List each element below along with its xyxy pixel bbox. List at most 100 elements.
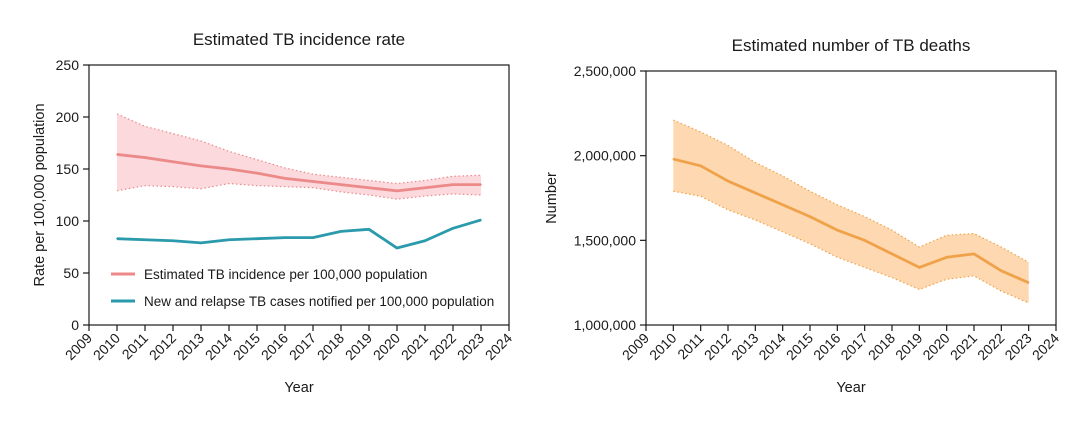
x-tick-label: 2023 — [1001, 330, 1034, 363]
data-point — [452, 227, 454, 230]
data-point — [284, 177, 286, 180]
x-tick-label: 2018 — [865, 330, 898, 363]
uncertainty-band — [673, 120, 1029, 303]
data-point — [228, 168, 230, 170]
data-point — [396, 247, 398, 249]
data-point — [368, 228, 370, 231]
x-tick-label: 2023 — [454, 330, 487, 363]
data-point — [116, 153, 118, 156]
upper-bound-line — [116, 113, 482, 185]
plot-frame — [88, 64, 510, 326]
chart-title: Estimated TB incidence rate — [193, 30, 405, 49]
x-tick-label: 2012 — [701, 330, 734, 363]
data-point — [480, 219, 482, 221]
data-point — [172, 239, 174, 242]
data-point — [144, 238, 146, 241]
y-tick-label: 100 — [56, 213, 80, 229]
x-tick-label: 2009 — [619, 330, 652, 363]
data-point — [368, 186, 370, 189]
data-point — [452, 183, 454, 186]
data-point — [973, 253, 975, 255]
data-point — [256, 237, 258, 240]
data-point — [424, 239, 426, 242]
data-point — [228, 238, 230, 241]
y-tick-label: 1,000,000 — [574, 317, 636, 333]
data-point — [256, 172, 258, 174]
data-point — [144, 156, 146, 159]
data-point — [200, 165, 202, 167]
data-point — [727, 180, 729, 182]
y-axis-label: Number — [544, 172, 560, 224]
x-tick-label: 2014 — [202, 330, 235, 363]
series-line — [116, 153, 481, 193]
x-tick-label: 2016 — [810, 330, 843, 363]
data-point — [1027, 281, 1030, 284]
x-tick-label: 2013 — [728, 330, 761, 363]
data-point — [480, 183, 482, 186]
data-point — [340, 183, 342, 186]
data-point — [172, 160, 174, 163]
data-point — [918, 266, 921, 269]
y-tick-label: 150 — [56, 161, 80, 177]
x-tick-label: 2011 — [119, 330, 152, 363]
y-tick-label: 200 — [56, 109, 80, 125]
chart-title: Estimated number of TB deaths — [732, 36, 971, 55]
legend-label: New and relapse TB cases notified per 10… — [144, 294, 494, 309]
x-axis-label: Year — [284, 380, 313, 396]
data-point — [836, 229, 839, 231]
data-point — [424, 186, 426, 189]
y-tick-label: 1,500,000 — [574, 232, 636, 248]
x-tick-label: 2020 — [370, 330, 403, 363]
data-point — [672, 158, 675, 160]
x-tick-label: 2022 — [974, 330, 1007, 363]
x-tick-label: 2021 — [947, 330, 980, 363]
x-tick-label: 2010 — [646, 330, 679, 363]
x-tick-label: 2019 — [892, 330, 925, 363]
y-tick-label: 0 — [71, 317, 79, 333]
x-tick-label: 2020 — [919, 330, 952, 363]
legend-label: Estimated TB incidence per 100,000 popul… — [144, 267, 427, 282]
x-tick-label: 2015 — [230, 330, 263, 363]
data-point — [1000, 270, 1003, 272]
data-point — [312, 236, 314, 239]
x-tick-label: 2017 — [837, 330, 870, 363]
data-point — [699, 165, 702, 167]
x-tick-label: 2012 — [146, 330, 179, 363]
x-tick-label: 2009 — [62, 330, 95, 363]
y-tick-label: 250 — [56, 57, 80, 73]
x-tick-label: 2019 — [342, 330, 375, 363]
plot-frame — [645, 70, 1057, 326]
data-point — [754, 192, 757, 194]
x-tick-label: 2016 — [258, 330, 291, 363]
data-point — [891, 253, 893, 255]
y-axis-label: Rate per 100,000 population — [32, 103, 48, 286]
tb-deaths-chart: Estimated number of TB deaths 1,000,000 1,… — [544, 36, 1062, 396]
x-tick-label: 2024 — [482, 330, 515, 363]
data-point — [284, 236, 286, 239]
lower-bound-line — [673, 190, 1029, 304]
x-tick-label: 2013 — [174, 330, 207, 363]
x-tick-label: 2017 — [286, 330, 319, 363]
x-tick-label: 2022 — [426, 330, 459, 363]
y-tick-label: 50 — [63, 265, 79, 281]
data-point — [863, 239, 866, 242]
lower-bound-line — [116, 182, 482, 200]
x-tick-label: 2015 — [783, 330, 816, 363]
incidence-rate-chart: Estimated TB incidence rate 0 50 100 150 200 2… — [32, 30, 515, 396]
x-tick-label: 2014 — [755, 330, 788, 363]
data-point — [396, 190, 398, 192]
x-tick-label: 2024 — [1029, 330, 1062, 363]
data-point — [116, 237, 118, 240]
x-axis-label: Year — [836, 380, 865, 396]
x-tick-label: 2010 — [90, 330, 123, 363]
y-tick-label: 2,000,000 — [574, 148, 636, 164]
x-tick-label: 2011 — [674, 330, 707, 363]
x-tick-label: 2021 — [398, 330, 431, 363]
data-point — [200, 242, 202, 244]
data-point — [781, 203, 784, 206]
series-line — [672, 157, 1030, 284]
y-tick-label: 2,500,000 — [574, 63, 636, 79]
x-tick-label: 2018 — [314, 330, 347, 363]
data-point — [945, 256, 948, 259]
